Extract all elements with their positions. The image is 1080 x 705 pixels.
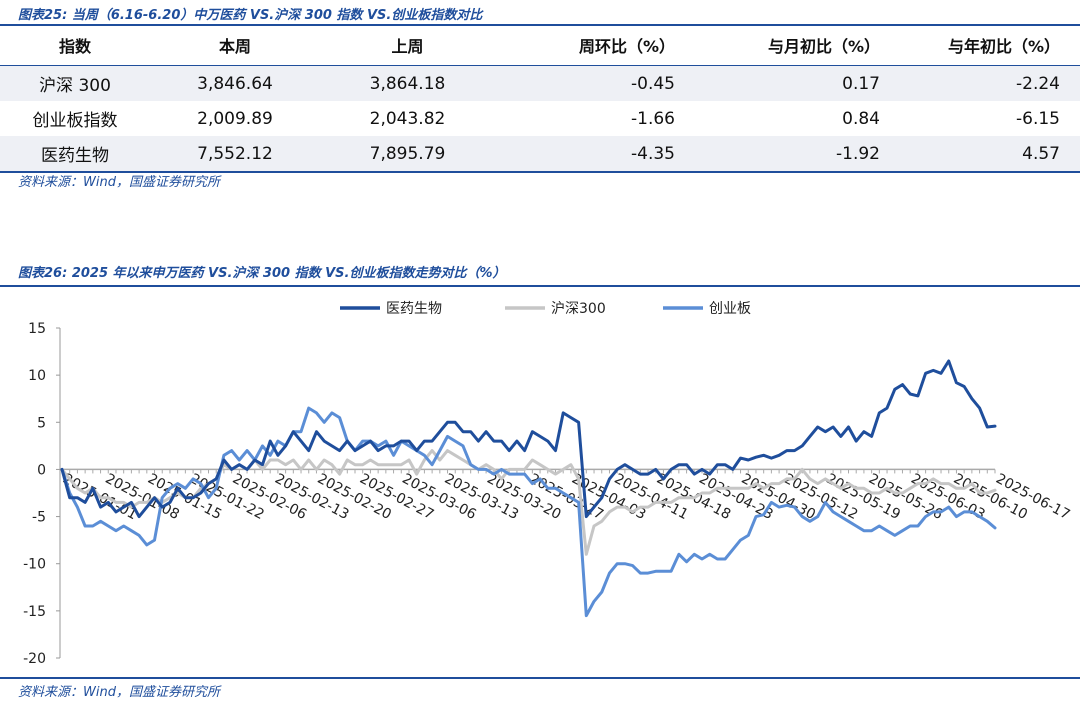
cell-wow: -4.35	[495, 136, 685, 173]
cell-index-name: 创业板指数	[32, 111, 118, 131]
series-line-0	[60, 359, 997, 519]
col-header-ytd: 与年初比（%）	[900, 25, 1080, 66]
trend-line-chart: 151050-5-10-15-202025-01-012025-01-08202…	[23, 301, 1072, 667]
col-header-wow: 周环比（%）	[495, 25, 685, 66]
table-row: 沪深 300 3,846.64 3,864.18 -0.45 0.17 -2.2…	[0, 65, 1080, 101]
legend-label: 沪深300	[551, 301, 606, 317]
fig26-source: 资料来源：Wind，国盛证券研究所	[18, 685, 220, 700]
fig26-caption: 图表26: 2025 年以来申万医药 VS.沪深 300 指数 VS.创业板指数…	[18, 266, 506, 281]
cell-wow: -0.45	[495, 65, 685, 101]
y-tick-label: -5	[32, 510, 46, 526]
cell-this-week: 2,009.89	[197, 108, 273, 129]
cell-index-name: 医药生物	[0, 136, 150, 173]
cell-this-week: 3,846.64	[150, 65, 320, 101]
fig25-caption: 图表25: 当周（6.16-6.20）中万医药 VS.沪深 300 指数 VS.…	[18, 8, 483, 23]
fig26-top-rule	[0, 285, 1080, 287]
cell-this-week: 7,552.12	[150, 136, 320, 173]
col-header-this-week: 本周	[150, 25, 320, 66]
y-tick-label: 0	[37, 462, 46, 478]
legend-label: 医药生物	[386, 301, 442, 317]
y-tick-label: 5	[37, 415, 46, 431]
y-tick-label: -15	[23, 604, 46, 620]
col-header-last-week: 上周	[320, 25, 495, 66]
cell-last-week: 3,864.18	[320, 65, 495, 101]
y-tick-label: -20	[23, 651, 46, 667]
cell-mtd: -1.92	[685, 136, 900, 173]
cell-ytd: 4.57	[900, 136, 1080, 173]
y-tick-label: 10	[28, 368, 46, 384]
cell-last-week: 2,043.82	[369, 108, 446, 129]
fig26-bottom-rule	[0, 677, 1080, 679]
table-row: 创业板指数 2,009.89 2,043.82 -1.66 0.84 -6.15	[0, 101, 1080, 136]
table-header-row: 指数 本周 上周 周环比（%） 与月初比（%） 与年初比（%）	[0, 25, 1080, 66]
cell-mtd: 0.84	[842, 108, 880, 129]
series-line-2	[60, 406, 997, 618]
col-header-mtd: 与月初比（%）	[685, 25, 900, 66]
cell-mtd: 0.17	[685, 65, 900, 101]
cell-ytd: -2.24	[900, 65, 1080, 101]
cell-ytd: -6.15	[1016, 108, 1060, 129]
cell-last-week: 7,895.79	[320, 136, 495, 173]
legend-label: 创业板	[709, 301, 751, 317]
fig25-source: 资料来源：Wind，国盛证券研究所	[18, 175, 220, 190]
table-row: 医药生物 7,552.12 7,895.79 -4.35 -1.92 4.57	[0, 136, 1080, 173]
comparison-table: 指数 本周 上周 周环比（%） 与月初比（%） 与年初比（%） 沪深 300 3…	[0, 25, 1080, 173]
col-header-index: 指数	[0, 25, 150, 66]
y-tick-label: 15	[28, 321, 46, 337]
y-tick-label: -10	[23, 557, 46, 573]
cell-wow: -1.66	[631, 108, 675, 129]
cell-index-name: 沪深 300	[0, 65, 150, 101]
